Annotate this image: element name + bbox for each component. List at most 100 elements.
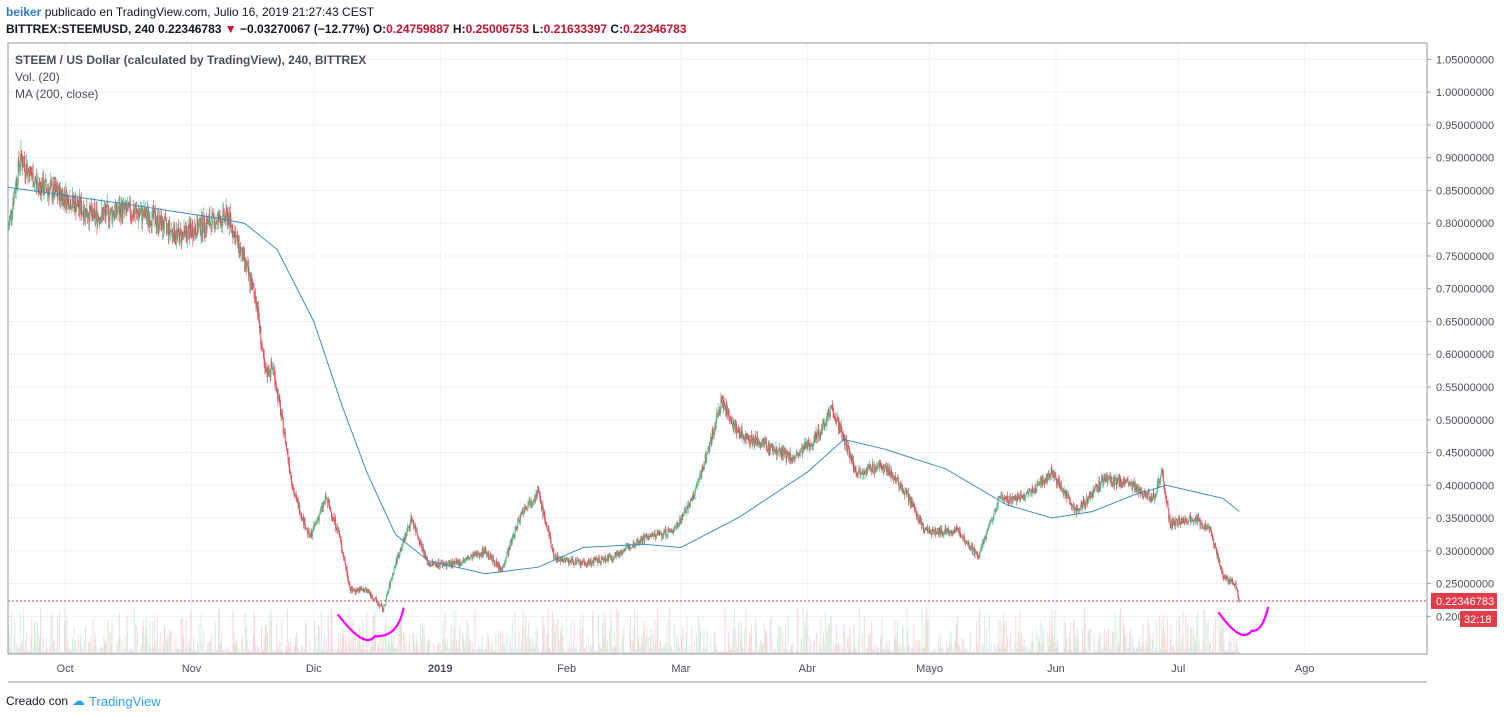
candle-body	[750, 435, 752, 438]
candle-body	[623, 549, 625, 551]
candle-body	[909, 497, 911, 499]
author-name[interactable]: beiker	[6, 5, 42, 19]
volume-bar	[1227, 649, 1229, 654]
candle-body	[486, 553, 488, 555]
candle-body	[934, 529, 936, 530]
volume-bar	[791, 645, 793, 654]
volume-bar	[82, 651, 84, 654]
candle-body	[883, 469, 885, 471]
volume-bar	[591, 615, 593, 654]
candle-body	[352, 589, 354, 592]
volume-bar	[1234, 651, 1236, 654]
volume-bar	[587, 636, 589, 654]
volume-bar	[8, 625, 10, 654]
candle-body	[123, 203, 125, 210]
volume-bar	[885, 650, 887, 654]
candle-body	[21, 158, 23, 167]
candle-body	[237, 235, 239, 245]
volume-bar	[557, 629, 559, 654]
volume-bar	[511, 618, 513, 654]
volume-bar	[862, 651, 864, 654]
volume-bar	[1076, 627, 1078, 654]
volume-bar	[291, 651, 293, 654]
candle-body	[79, 197, 81, 212]
volume-bar	[1173, 646, 1175, 654]
volume-bar	[362, 645, 364, 654]
volume-bar	[210, 650, 212, 654]
volume-bar	[97, 651, 99, 654]
candle-body	[150, 222, 152, 225]
candle-body	[691, 499, 693, 501]
candle-body	[744, 437, 746, 440]
candle-body	[255, 301, 257, 307]
volume-bar	[848, 650, 850, 654]
volume-bar	[521, 643, 523, 654]
volume-bar	[1097, 639, 1099, 654]
volume-bar	[61, 651, 63, 654]
volume-bar	[1110, 650, 1112, 654]
candle-body	[507, 551, 509, 553]
candle-body	[915, 510, 917, 515]
volume-bar	[533, 650, 535, 654]
candle-body	[693, 495, 695, 499]
volume-bar	[706, 627, 708, 654]
volume-bar	[97, 651, 99, 654]
volume-bar	[183, 640, 185, 654]
candle-body	[562, 558, 564, 562]
candle-body	[746, 433, 748, 439]
volume-bar	[203, 630, 205, 654]
volume-bar	[372, 615, 374, 654]
candle-body	[14, 192, 16, 194]
candle-body	[305, 528, 307, 530]
volume-bar	[952, 651, 954, 654]
candle-body	[587, 562, 589, 565]
candle-body	[409, 525, 411, 528]
price-chart[interactable]: 1.050000001.000000000.950000000.90000000…	[0, 0, 1508, 690]
candle-body	[109, 213, 111, 221]
candle-body	[154, 209, 156, 213]
candle-body	[99, 218, 101, 224]
volume-bar	[1188, 652, 1190, 654]
volume-bar	[901, 649, 903, 654]
volume-bar	[199, 651, 201, 654]
volume-bar	[1180, 651, 1182, 654]
volume-bar	[969, 631, 971, 654]
volume-bar	[632, 640, 634, 654]
volume-bar	[160, 649, 162, 654]
volume-bar	[457, 650, 459, 654]
volume-bar	[1067, 651, 1069, 654]
candle-body	[478, 553, 480, 556]
volume-bar	[430, 651, 432, 654]
volume-bar	[294, 646, 296, 654]
candle-body	[577, 559, 579, 561]
volume-bar	[1114, 612, 1116, 654]
volume-bar	[868, 651, 870, 654]
candle-body	[374, 597, 376, 600]
volume-bar	[405, 645, 407, 654]
volume-bar	[290, 650, 292, 654]
volume-bar	[157, 614, 159, 654]
volume-bar	[220, 642, 222, 654]
volume-bar	[574, 651, 576, 654]
volume-bar	[412, 633, 414, 654]
volume-bar	[191, 651, 193, 654]
volume-bar	[669, 622, 671, 654]
volume-bar	[464, 642, 466, 654]
candle-body	[15, 179, 17, 191]
candle-body	[190, 230, 192, 237]
volume-bar	[953, 650, 955, 654]
volume-bar	[642, 645, 644, 654]
volume-bar	[392, 643, 394, 654]
candle-body	[351, 587, 353, 590]
volume-bar	[850, 651, 852, 654]
volume-bar	[163, 623, 165, 654]
candle-body	[498, 565, 500, 570]
candle-body	[808, 440, 810, 447]
volume-bar	[1087, 634, 1089, 654]
candle-body	[328, 501, 330, 504]
volume-bar	[254, 645, 256, 654]
candle-body	[1013, 496, 1015, 499]
volume-bar	[984, 649, 986, 654]
candle-body	[541, 504, 543, 510]
volume-bar	[1152, 631, 1154, 654]
